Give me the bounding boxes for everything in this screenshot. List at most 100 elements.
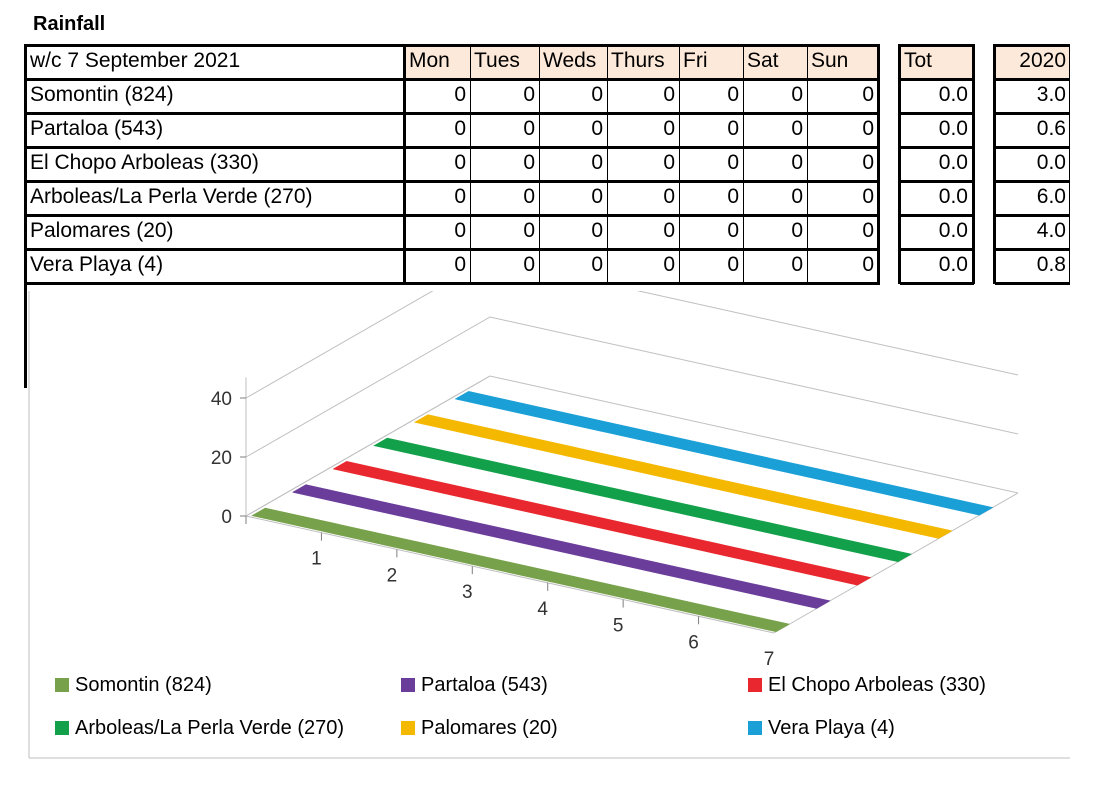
table-row-border [900,180,974,183]
table-row-border [995,78,1070,81]
day-value-cell: 0 [791,253,803,276]
series-ribbon [251,507,791,633]
location-cell: Somontin (824) [30,83,174,106]
page-title: Rainfall [33,13,106,35]
table-row-border [995,248,1070,251]
table-col-border [898,44,901,284]
day-value-cell: 0 [862,83,874,106]
legend-label: Vera Playa (4) [768,717,895,739]
legend-swatch [55,721,69,735]
day-header: Weds [539,45,607,79]
legend-item: El Chopo Arboleas (330) [748,673,986,697]
x-tick-label: 1 [311,549,322,570]
legend-swatch [401,721,415,735]
legend-swatch [55,678,69,692]
legend-item: Arboleas/La Perla Verde (270) [55,716,344,740]
day-value-cell: 0 [523,151,535,174]
prev-year-cell: 0.6 [1036,117,1066,140]
x-tick-label: 3 [462,582,473,603]
table-col-border [807,44,808,284]
prev-year-cell: 0.8 [1036,253,1066,276]
x-tick-label: 7 [764,649,775,670]
legend-swatch [748,678,762,692]
day-value-cell: 0 [454,185,466,208]
day-value-cell: 0 [523,83,535,106]
series-ribbon [454,391,994,516]
table-row-border [26,112,880,115]
table-row-border [900,78,974,81]
total-cell: 0.0 [938,117,968,140]
table-col-border [470,44,471,284]
floor-edge [245,375,491,517]
day-header: Mon [405,45,470,79]
day-value-cell: 0 [791,185,803,208]
day-value-cell: 0 [523,253,535,276]
series-ribbon [332,461,872,586]
day-value-cell: 0 [862,151,874,174]
table-row-border [995,214,1070,217]
prev-year-header: 2020 [995,45,1070,79]
location-cell: Partaloa (543) [30,117,164,140]
table-row-border [900,44,974,47]
day-value-cell: 0 [523,185,535,208]
day-value-cell: 0 [862,185,874,208]
legend-label: Arboleas/La Perla Verde (270) [75,717,345,739]
legend-label: Partaloa (543) [421,674,548,696]
chart-area: 0 20 40 1 2 3 4 5 6 7 Somontin (824) Partaloa (543… [28,257,1070,759]
total-cell: 0.0 [938,151,968,174]
legend-item: Somontin (824) [55,673,212,697]
day-value-cell: 0 [591,83,603,106]
day-header: Tues [470,45,539,79]
day-value-cell: 0 [454,151,466,174]
table-col-border [607,44,608,284]
y-tick-label: 20 [211,448,232,469]
legend-swatch [748,721,762,735]
table-row-border [26,44,880,47]
table-row-border [995,282,1070,285]
table-col-border [972,44,975,284]
x-tick-label: 2 [387,565,398,586]
rainfall-chart: 0 20 40 1 2 3 4 5 6 7 [28,257,1070,759]
day-value-cell: 0 [862,117,874,140]
series-ribbon [291,484,831,609]
day-value-cell: 0 [791,151,803,174]
day-value-cell: 0 [591,253,603,276]
legend-item: Partaloa (543) [401,673,548,697]
day-value-cell: 0 [663,151,675,174]
table-row-border [995,44,1070,47]
table-row-border [995,112,1070,115]
gridline [245,316,1019,458]
day-value-cell: 0 [591,117,603,140]
table-row-border [995,146,1070,149]
day-value-cell: 0 [663,253,675,276]
gridline [245,257,1019,399]
prev-year-cell: 6.0 [1036,185,1066,208]
day-header: Sat [743,45,807,79]
location-cell: Arboleas/La Perla Verde (270) [30,185,313,208]
prev-year-cell: 0.0 [1036,151,1066,174]
day-value-cell: 0 [454,219,466,242]
table-row-border [26,146,880,149]
table-row-border [900,282,974,285]
table-row-border [26,248,880,251]
week-label: w/c 7 September 2021 [30,49,241,72]
day-value-cell: 0 [454,117,466,140]
table-row-border [995,180,1070,183]
day-value-cell: 0 [791,83,803,106]
day-value-cell: 0 [663,185,675,208]
day-value-cell: 0 [591,151,603,174]
day-value-cell: 0 [727,185,739,208]
day-value-cell: 0 [727,83,739,106]
day-header: Fri [679,45,743,79]
table-row-border [900,248,974,251]
y-tick-label: 0 [221,507,232,528]
location-cell: Vera Playa (4) [30,253,164,276]
y-tick-label: 40 [211,389,232,410]
table-col-border [993,44,996,284]
table-row-border [26,282,880,285]
day-header: Thurs [607,45,679,79]
table-col-border [679,44,680,284]
prev-year-cell: 3.0 [1036,83,1066,106]
table-col-border [1069,44,1070,284]
day-value-cell: 0 [663,83,675,106]
